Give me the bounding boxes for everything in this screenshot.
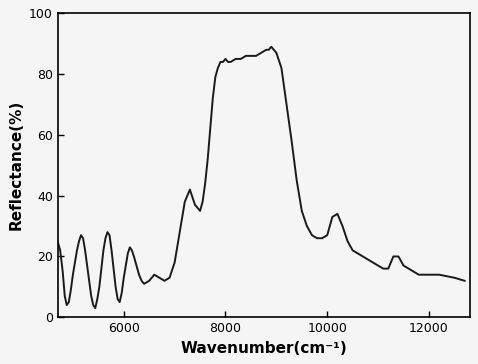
Y-axis label: Reflectance(%): Reflectance(%) [8,100,23,230]
X-axis label: Wavenumber(cm⁻¹): Wavenumber(cm⁻¹) [180,341,347,356]
